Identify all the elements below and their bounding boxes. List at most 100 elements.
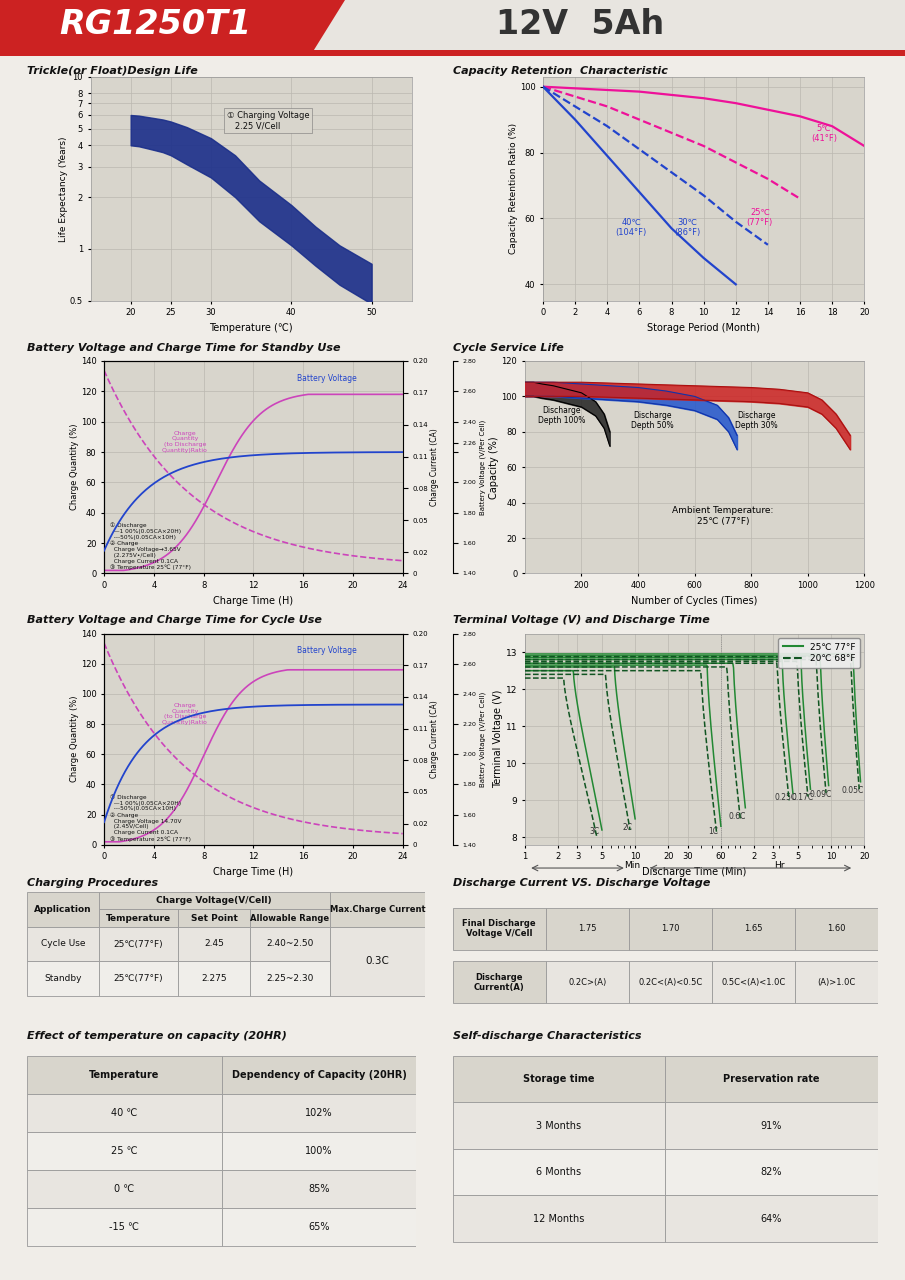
- Text: Discharge
Depth 50%: Discharge Depth 50%: [631, 411, 673, 430]
- Text: Terminal Voltage (V) and Discharge Time: Terminal Voltage (V) and Discharge Time: [452, 616, 710, 626]
- Bar: [178, 909, 250, 927]
- Bar: [452, 1102, 665, 1149]
- Text: Charging Procedures: Charging Procedures: [27, 878, 158, 888]
- Text: (A)>1.0C: (A)>1.0C: [817, 978, 855, 987]
- Text: 91%: 91%: [761, 1121, 782, 1130]
- Text: Capacity Retention  Characteristic: Capacity Retention Characteristic: [452, 67, 667, 77]
- Bar: [222, 1094, 416, 1132]
- Text: Cycle Service Life: Cycle Service Life: [452, 343, 563, 353]
- Text: Effect of temperature on capacity (20HR): Effect of temperature on capacity (20HR): [27, 1032, 287, 1042]
- Text: Battery Voltage and Charge Time for Cycle Use: Battery Voltage and Charge Time for Cycl…: [27, 616, 322, 626]
- Text: Temperature: Temperature: [90, 1070, 159, 1080]
- Text: 25℃(77°F): 25℃(77°F): [114, 940, 164, 948]
- Text: 30℃
(86°F): 30℃ (86°F): [674, 218, 700, 237]
- Text: ① Charging Voltage
   2.25 V/Cell: ① Charging Voltage 2.25 V/Cell: [227, 111, 310, 131]
- Bar: [250, 909, 329, 927]
- Text: Trickle(or Float)Design Life: Trickle(or Float)Design Life: [27, 67, 198, 77]
- Bar: [27, 1132, 222, 1170]
- Text: Battery Voltage: Battery Voltage: [297, 374, 357, 383]
- Text: 0.09C: 0.09C: [810, 790, 832, 799]
- Text: 0.2C>(A): 0.2C>(A): [568, 978, 606, 987]
- Text: 3C: 3C: [589, 827, 599, 836]
- Text: 25℃(77°F): 25℃(77°F): [114, 974, 164, 983]
- Text: 2.25~2.30: 2.25~2.30: [266, 974, 314, 983]
- Bar: [665, 1056, 878, 1102]
- Bar: [452, 908, 546, 950]
- Text: ① Discharge
  —1 00%(0.05CA×20H)
  ---50%(0.05CA×10H)
② Charge
  Charge Voltage→: ① Discharge —1 00%(0.05CA×20H) ---50%(0.…: [110, 522, 191, 571]
- X-axis label: Temperature (℃): Temperature (℃): [209, 323, 293, 333]
- Text: 2.275: 2.275: [202, 974, 227, 983]
- Text: 12 Months: 12 Months: [533, 1213, 585, 1224]
- Text: 1.65: 1.65: [744, 924, 763, 933]
- Text: 5℃
(41°F): 5℃ (41°F): [811, 124, 837, 143]
- Text: Final Discharge
Voltage V/Cell: Final Discharge Voltage V/Cell: [462, 919, 536, 938]
- Text: 100%: 100%: [305, 1146, 333, 1156]
- Text: 1.75: 1.75: [578, 924, 596, 933]
- Text: Storage time: Storage time: [523, 1074, 595, 1084]
- Text: Charge
Quantity
(to Discharge
Quantity)Ratio: Charge Quantity (to Discharge Quantity)R…: [162, 430, 208, 453]
- Bar: [452, 961, 546, 1004]
- Bar: [250, 961, 329, 996]
- Bar: [222, 1208, 416, 1247]
- Y-axis label: Charge Quantity (%): Charge Quantity (%): [71, 696, 80, 782]
- Text: 0.25C: 0.25C: [774, 794, 796, 803]
- Text: Self-discharge Characteristics: Self-discharge Characteristics: [452, 1032, 641, 1042]
- Text: 12V  5Ah: 12V 5Ah: [496, 8, 664, 41]
- Text: Discharge
Depth 100%: Discharge Depth 100%: [538, 406, 586, 425]
- Bar: [27, 892, 99, 927]
- Bar: [329, 927, 425, 996]
- Bar: [329, 892, 425, 927]
- Text: Temperature: Temperature: [106, 914, 171, 923]
- Text: 0.17C: 0.17C: [792, 794, 814, 803]
- Text: 3 Months: 3 Months: [537, 1121, 581, 1130]
- Text: Preservation rate: Preservation rate: [723, 1074, 820, 1084]
- Bar: [27, 1208, 222, 1247]
- X-axis label: Discharge Time (Min): Discharge Time (Min): [643, 867, 747, 877]
- Bar: [629, 908, 712, 950]
- Bar: [0, 50, 905, 56]
- Text: 0.5C<(A)<1.0C: 0.5C<(A)<1.0C: [721, 978, 786, 987]
- Text: Battery Voltage: Battery Voltage: [297, 646, 357, 655]
- Bar: [99, 927, 178, 961]
- Y-axis label: Charge Current (CA): Charge Current (CA): [430, 700, 439, 778]
- Text: 0.2C<(A)<0.5C: 0.2C<(A)<0.5C: [638, 978, 702, 987]
- Y-axis label: Capacity (%): Capacity (%): [489, 436, 499, 498]
- Text: RG1250T1: RG1250T1: [59, 8, 251, 41]
- Bar: [546, 908, 629, 950]
- Bar: [27, 1170, 222, 1208]
- Text: Discharge Current VS. Discharge Voltage: Discharge Current VS. Discharge Voltage: [452, 878, 710, 888]
- Bar: [629, 961, 712, 1004]
- Text: 40℃
(104°F): 40℃ (104°F): [615, 218, 647, 237]
- Bar: [222, 1170, 416, 1208]
- Text: Set Point: Set Point: [191, 914, 238, 923]
- Text: 2.40~2.50: 2.40~2.50: [266, 940, 314, 948]
- Text: ① Discharge
  —1 00%(0.05CA×20H)
  ---50%(0.05CA×10H)
② Charge
  Charge Voltage : ① Discharge —1 00%(0.05CA×20H) ---50%(0.…: [110, 794, 191, 842]
- Text: 25 ℃: 25 ℃: [111, 1146, 138, 1156]
- Text: 2.45: 2.45: [205, 940, 224, 948]
- Bar: [452, 1196, 665, 1242]
- Text: 65%: 65%: [309, 1222, 329, 1233]
- Text: Charge
Quantity
(to Discharge
Quantity)Ratio: Charge Quantity (to Discharge Quantity)R…: [162, 703, 208, 724]
- X-axis label: Storage Period (Month): Storage Period (Month): [647, 323, 760, 333]
- Bar: [27, 1094, 222, 1132]
- Text: 0.3C: 0.3C: [366, 956, 389, 966]
- Bar: [712, 961, 795, 1004]
- Bar: [27, 1056, 222, 1094]
- Y-axis label: Battery Voltage (V/Per Cell): Battery Voltage (V/Per Cell): [479, 691, 486, 787]
- Text: Standby: Standby: [44, 974, 81, 983]
- Text: Battery Voltage and Charge Time for Standby Use: Battery Voltage and Charge Time for Stan…: [27, 343, 340, 353]
- Text: 0 ℃: 0 ℃: [114, 1184, 135, 1194]
- Y-axis label: Capacity Retention Ratio (%): Capacity Retention Ratio (%): [510, 123, 519, 255]
- Bar: [27, 961, 99, 996]
- Bar: [452, 1056, 665, 1102]
- Bar: [222, 1132, 416, 1170]
- Text: 40 ℃: 40 ℃: [111, 1108, 138, 1117]
- Bar: [250, 927, 329, 961]
- Text: Hr: Hr: [774, 861, 785, 870]
- Bar: [27, 927, 99, 961]
- Text: Min: Min: [624, 861, 640, 870]
- Y-axis label: Terminal Voltage (V): Terminal Voltage (V): [493, 690, 503, 788]
- Bar: [99, 961, 178, 996]
- Text: Cycle Use: Cycle Use: [41, 940, 85, 948]
- Bar: [795, 961, 878, 1004]
